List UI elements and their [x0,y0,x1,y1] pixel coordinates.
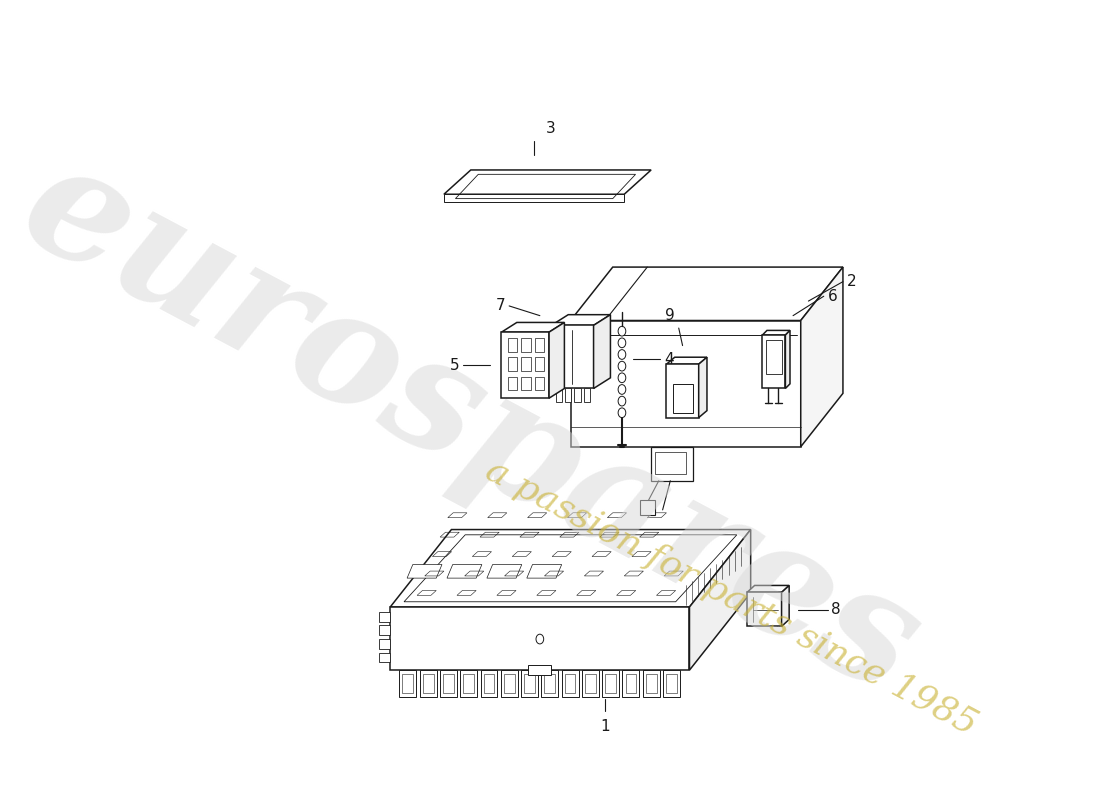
Circle shape [618,408,626,418]
Polygon shape [602,670,619,698]
Circle shape [618,326,626,336]
Text: 3: 3 [546,121,556,136]
Polygon shape [551,326,594,389]
Polygon shape [378,612,390,622]
Polygon shape [528,666,551,675]
Text: 7: 7 [496,298,505,314]
Polygon shape [571,267,843,321]
Circle shape [618,362,626,371]
Polygon shape [574,389,581,402]
Polygon shape [698,358,707,418]
Circle shape [618,385,626,394]
Text: eurospares: eurospares [0,127,944,727]
Polygon shape [399,670,416,698]
Polygon shape [556,389,562,402]
Polygon shape [667,364,698,418]
Polygon shape [594,314,610,389]
Polygon shape [782,586,789,626]
Text: 2: 2 [847,274,857,289]
Polygon shape [663,670,680,698]
Circle shape [618,396,626,406]
Polygon shape [690,530,750,670]
Polygon shape [521,670,538,698]
Polygon shape [623,670,639,698]
Polygon shape [747,593,782,626]
Polygon shape [571,321,801,446]
Polygon shape [440,670,456,698]
Polygon shape [565,389,571,402]
Polygon shape [541,670,559,698]
Polygon shape [549,322,564,398]
Polygon shape [551,314,611,326]
Circle shape [618,338,626,348]
Text: 6: 6 [827,289,837,304]
Polygon shape [420,670,437,698]
Polygon shape [785,330,790,389]
Polygon shape [378,626,390,635]
Polygon shape [562,670,579,698]
Circle shape [618,350,626,359]
Polygon shape [667,358,707,364]
Polygon shape [672,384,693,413]
Text: a passion for parts since 1985: a passion for parts since 1985 [481,453,983,742]
Text: 4: 4 [664,352,674,367]
Polygon shape [762,335,785,389]
Polygon shape [527,565,562,578]
Polygon shape [500,670,518,698]
Polygon shape [642,670,660,698]
Polygon shape [444,170,651,194]
Polygon shape [584,389,590,402]
Polygon shape [582,670,598,698]
Polygon shape [801,267,843,446]
Polygon shape [407,565,442,578]
Polygon shape [487,565,521,578]
Polygon shape [747,586,789,593]
Polygon shape [502,332,549,398]
Polygon shape [444,194,625,202]
Polygon shape [481,670,497,698]
Text: 5: 5 [450,358,460,373]
Text: 1: 1 [601,718,609,734]
Polygon shape [390,530,750,607]
Polygon shape [390,607,690,670]
Polygon shape [460,670,477,698]
Polygon shape [651,446,693,481]
Text: 8: 8 [832,602,842,618]
Polygon shape [378,639,390,649]
Circle shape [618,373,626,382]
Text: 9: 9 [666,308,675,323]
Polygon shape [762,330,790,335]
Polygon shape [639,500,654,514]
Polygon shape [378,653,390,662]
Polygon shape [447,565,482,578]
Polygon shape [502,322,564,332]
